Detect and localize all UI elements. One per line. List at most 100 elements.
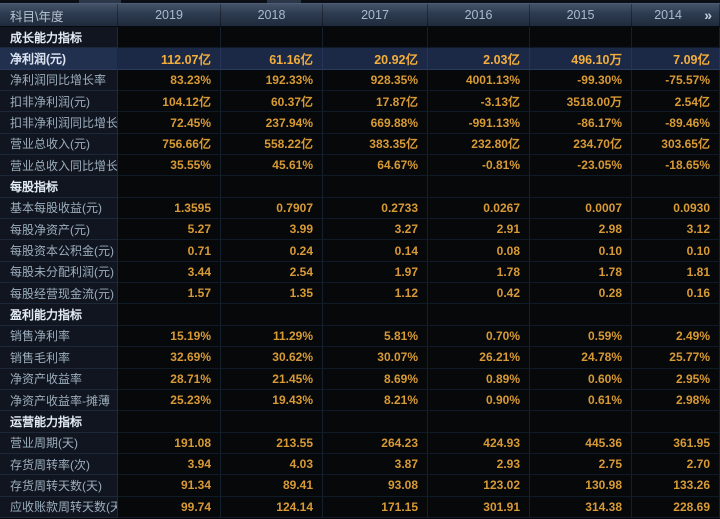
table-row[interactable]: 净资产收益率-摊薄 25.23% 19.43% 8.21% 0.90% 0.61% 2.98… [0,389,720,412]
section-label: 运营能力指标 [0,411,118,433]
value-cell: 60.37亿 [221,91,323,113]
indicator-label: 每股净资产(元) [0,219,118,241]
value-cell: 21.45% [221,368,323,390]
value-cell [632,27,720,49]
value-cell: 1.78 [428,261,530,284]
table-row[interactable]: 每股净资产(元) 5.27 3.99 3.27 2.91 2.98 3.12 [0,219,720,241]
value-cell: 0.61% [530,389,632,412]
value-cell [530,27,632,49]
value-cell: 314.38 [530,496,632,518]
tab-remnant [79,0,121,3]
table-row[interactable]: 存货周转天数(天) 91.34 89.41 93.08 123.02 130.98 133.… [0,475,720,497]
table-row[interactable]: 每股未分配利润(元) 3.44 2.54 1.97 1.78 1.78 1.81 [0,261,720,284]
value-cell: 91.34 [118,475,221,497]
value-cell: 756.66亿 [118,133,221,156]
table-row[interactable]: 存货周转率(次) 3.94 4.03 3.87 2.93 2.75 2.70 [0,453,720,476]
table-row[interactable]: 扣非净利润(元) 104.12亿 60.37亿 17.87亿 -3.13亿 3518.00… [0,91,720,113]
value-cell: 383.35亿 [323,133,428,156]
indicator-label: 每股资本公积金(元) [0,240,118,262]
value-cell: 3.12 [632,219,720,241]
value-cell: -3.13亿 [428,91,530,113]
value-cell: 669.88% [323,112,428,134]
table-row[interactable]: 应收账款周转天数(天) 99.74 124.14 171.15 301.91 314.38… [0,496,720,518]
table-row[interactable]: 扣非净利润同比增长率72.45%237.94%669.88%-991.13%-8… [0,112,720,134]
value-cell: 0.10 [530,240,632,262]
value-cell: 1.78 [530,261,632,284]
indicator-label: 每股经营现金流(元) [0,283,118,305]
value-cell: 130.98 [530,475,632,497]
year-label: 2019 [155,8,183,22]
value-cell: 3.44 [118,261,221,284]
value-cell [428,27,530,49]
table-row[interactable]: 销售毛利率 32.69% 30.62% 30.07% 26.21% 24.78% 25.77… [0,347,720,369]
value-cell [323,176,428,198]
year-header-2016[interactable]: 2016 [428,4,530,26]
year-label: 2016 [464,8,493,22]
value-cell: 104.12亿 [118,91,221,113]
year-header-2014[interactable]: 2014 » [632,4,720,26]
value-cell: 192.33% [221,69,323,92]
indicator-label: 营业周期(天) [0,432,118,454]
tab-remnant [267,0,301,3]
value-cell: 234.70亿 [530,133,632,156]
value-cell [632,304,720,326]
table-row[interactable]: 每股经营现金流(元) 1.57 1.35 1.12 0.42 0.28 0.16 [0,283,720,305]
value-cell: 25.77% [632,347,720,369]
value-cell: 264.23 [323,432,428,454]
table-row[interactable]: 销售净利率 15.19% 11.29% 5.81% 0.70% 0.59% 2.49% [0,325,720,348]
table-row[interactable]: 净利润(元) 112.07亿 61.16亿 20.92亿 2.03亿 496.10万 7.0… [0,48,720,70]
table-row[interactable]: 每股资本公积金(元) 0.71 0.24 0.14 0.08 0.10 0.10 [0,240,720,262]
value-cell: 2.49% [632,325,720,348]
section-row: 成长能力指标 [0,27,720,49]
year-header-2019[interactable]: 2019 [118,4,221,26]
year-header-2015[interactable]: 2015 [530,4,632,26]
value-cell: 0.89% [428,368,530,390]
section-label: 成长能力指标 [0,27,118,49]
value-cell: 20.92亿 [323,48,428,70]
table-row[interactable]: 营业总收入同比增长率35.55%45.61%64.67%-0.81%-23.05… [0,155,720,177]
year-header-2017[interactable]: 2017 [323,4,428,26]
value-cell [221,27,323,49]
header-subject-year: 科目\年度 [0,4,118,26]
table-row[interactable]: 营业总收入(元) 756.66亿 558.22亿 383.35亿 232.80亿 234.… [0,133,720,156]
indicator-label: 存货周转天数(天) [0,475,118,497]
value-cell [221,304,323,326]
value-cell: 232.80亿 [428,133,530,156]
year-label: 2017 [361,8,389,22]
value-cell: 0.2733 [323,197,428,220]
value-cell: 2.91 [428,219,530,241]
table-row[interactable]: 营业周期(天) 191.08 213.55 264.23 424.93 445.36 361… [0,432,720,454]
value-cell: 171.15 [323,496,428,518]
indicator-label: 存货周转率(次) [0,453,118,476]
top-edge-strip [0,0,720,3]
value-cell: 0.7907 [221,197,323,220]
value-cell: 35.55% [118,155,221,177]
value-cell: 2.98% [632,389,720,412]
value-cell: 2.54亿 [632,91,720,113]
value-cell: 0.24 [221,240,323,262]
value-cell: 133.26 [632,475,720,497]
indicator-label: 扣非净利润(元) [0,91,118,113]
value-cell: 558.22亿 [221,133,323,156]
indicator-label: 应收账款周转天数(天) [0,496,118,518]
value-cell: 445.36 [530,432,632,454]
value-cell [323,27,428,49]
value-cell: 0.0007 [530,197,632,220]
table-row[interactable]: 净资产收益率 28.71% 21.45% 8.69% 0.89% 0.60% 2.95% [0,368,720,390]
value-cell: 26.21% [428,347,530,369]
year-header-2018[interactable]: 2018 [221,4,323,26]
section-label: 盈利能力指标 [0,304,118,326]
value-cell: 1.12 [323,283,428,305]
value-cell: 3518.00万 [530,91,632,113]
indicator-label: 销售净利率 [0,325,118,348]
chevron-double-right-icon[interactable]: » [704,7,712,23]
table-row[interactable]: 基本每股收益(元) 1.3595 0.7907 0.2733 0.0267 0.0007 0… [0,197,720,220]
indicator-label: 基本每股收益(元) [0,197,118,220]
value-cell: 2.75 [530,453,632,476]
value-cell [428,411,530,433]
value-cell: 93.08 [323,475,428,497]
value-cell: 3.27 [323,219,428,241]
table-row[interactable]: 净利润同比增长率 83.23% 192.33% 928.35% 4001.13% -99.… [0,69,720,92]
value-cell: 24.78% [530,347,632,369]
value-cell [530,304,632,326]
